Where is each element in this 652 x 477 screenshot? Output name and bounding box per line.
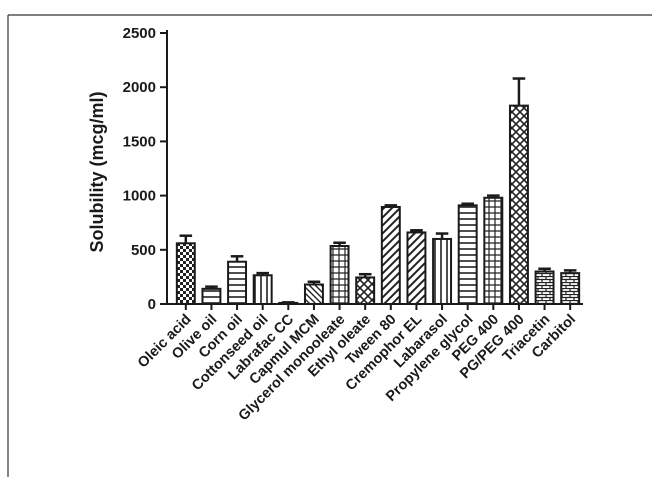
bar-corn-oil	[227, 260, 248, 305]
bar-labarasol	[432, 237, 453, 306]
bar-triacetin	[534, 270, 555, 306]
bar-oleic-acid	[175, 242, 196, 306]
y-axis-ticks: 0 500 1000 1500 2000 2500	[123, 25, 167, 313]
bar-cremophor-el	[406, 231, 427, 305]
y-tick-label: 2000	[123, 79, 156, 96]
bar-tween-80	[380, 205, 401, 305]
bar-cottonseed-oil	[252, 274, 273, 305]
bar-propylene-glycol	[457, 204, 478, 305]
y-tick-label: 1000	[123, 188, 156, 205]
bar-peg-400	[483, 196, 504, 306]
y-tick-label: 2500	[123, 25, 156, 42]
bars-group	[175, 77, 581, 306]
bar-glycerol-monooleate	[329, 245, 350, 305]
y-tick-label: 1500	[123, 133, 156, 150]
y-axis-title: Solubility (mcg/ml)	[87, 91, 107, 252]
bar-olive-oil	[201, 287, 222, 306]
bar-capmul-mcm	[303, 283, 324, 306]
bar-pg-peg-400	[508, 104, 529, 305]
y-tick-label: 500	[131, 242, 156, 259]
bar-ethyl-oleate	[355, 276, 376, 305]
y-tick-label: 0	[148, 296, 156, 313]
bar-carbitol	[560, 272, 581, 305]
